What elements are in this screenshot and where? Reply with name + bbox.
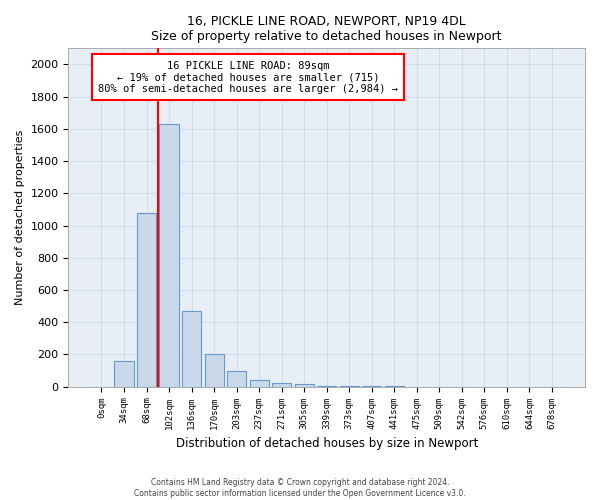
Title: 16, PICKLE LINE ROAD, NEWPORT, NP19 4DL
Size of property relative to detached ho: 16, PICKLE LINE ROAD, NEWPORT, NP19 4DL …: [151, 15, 502, 43]
Bar: [182, 311, 201, 386]
Bar: [250, 380, 269, 386]
X-axis label: Distribution of detached houses by size in Newport: Distribution of detached houses by size …: [176, 437, 478, 450]
Bar: [272, 382, 291, 386]
Bar: [227, 370, 246, 386]
Text: 16 PICKLE LINE ROAD: 89sqm
← 19% of detached houses are smaller (715)
80% of sem: 16 PICKLE LINE ROAD: 89sqm ← 19% of deta…: [98, 60, 398, 94]
Text: Contains HM Land Registry data © Crown copyright and database right 2024.
Contai: Contains HM Land Registry data © Crown c…: [134, 478, 466, 498]
Bar: [115, 361, 134, 386]
Y-axis label: Number of detached properties: Number of detached properties: [15, 130, 25, 305]
Bar: [205, 354, 224, 386]
Bar: [160, 124, 179, 386]
Bar: [137, 212, 156, 386]
Bar: [295, 384, 314, 386]
